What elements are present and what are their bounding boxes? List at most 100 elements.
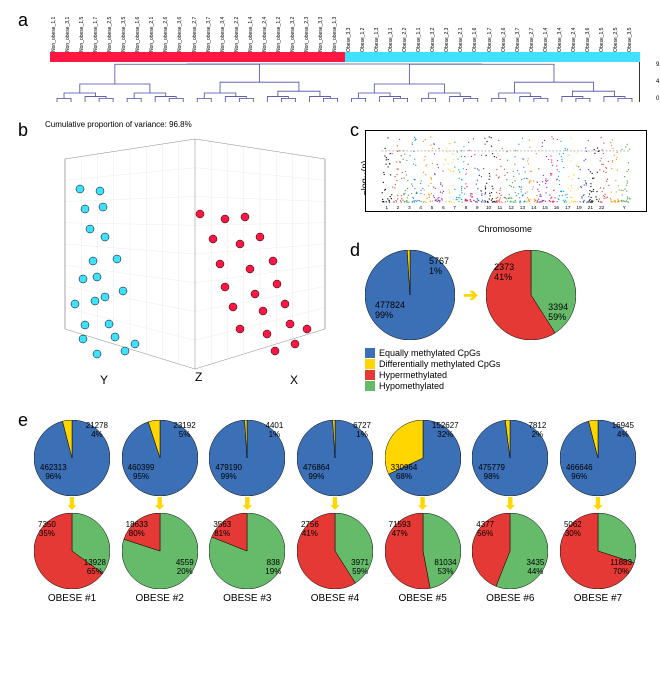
legend-item: Equally methylated CpGs xyxy=(365,348,645,358)
legend-d: Equally methylated CpGsDifferentially me… xyxy=(365,348,645,391)
scatter-3d: X Y Z xyxy=(45,129,345,389)
svg-text:9: 9 xyxy=(476,205,479,211)
svg-text:14: 14 xyxy=(531,205,537,211)
arrow-down-icon: ⬇ xyxy=(416,499,429,512)
sample-label: Non_obese_3,6 xyxy=(177,17,183,52)
sample-label: Obese_2,2 xyxy=(402,28,408,52)
sample-label: Non_obese_2,2 xyxy=(234,17,240,52)
arrow-down-icon: ⬇ xyxy=(328,499,341,512)
legend-text: Equally methylated CpGs xyxy=(379,348,481,358)
obese-label: OBESE #7 xyxy=(574,593,622,604)
svg-text:8: 8 xyxy=(465,205,468,211)
scale-mid: 4.883337 xyxy=(656,79,660,85)
sample-label: Obese_2,4 xyxy=(571,28,577,52)
obese-column: 231925%46039995%⬇1863380%455920%OBESE #2 xyxy=(118,420,202,604)
svg-text:3: 3 xyxy=(408,205,411,211)
dendrogram: 9.766674 4.883337 0 xyxy=(50,62,640,102)
svg-text:19: 19 xyxy=(576,205,582,211)
arrow-down-icon: ⬇ xyxy=(65,499,78,512)
pie-row-d: 57671%47782499% ➔ 237341%339459% xyxy=(365,250,645,340)
pie-hyper-hypo: 356381%83819% xyxy=(209,513,285,589)
obese-label: OBESE #6 xyxy=(486,593,534,604)
arrow-down-icon: ⬇ xyxy=(153,499,166,512)
svg-text:6: 6 xyxy=(442,205,445,211)
arrow-down-icon: ⬇ xyxy=(241,499,254,512)
manhattan-plot: 1234567891011121314151617192122Y xyxy=(365,130,647,212)
legend-swatch xyxy=(365,348,375,358)
obese-column: 78122%47577998%⬇437756%343544%OBESE #6 xyxy=(468,420,552,604)
obese-label: OBESE #5 xyxy=(398,593,446,604)
legend-text: Hypermethylated xyxy=(379,370,447,380)
panel-b-label: b xyxy=(18,120,28,141)
obese-label: OBESE #1 xyxy=(48,593,96,604)
svg-text:Y: Y xyxy=(100,373,108,387)
panel-d-label: d xyxy=(350,240,360,261)
pie-equal-diff: 67271%47686499% xyxy=(297,420,373,496)
sample-label: Obese_1,5 xyxy=(599,28,605,52)
sample-label: Non_obese_1,3 xyxy=(332,17,338,52)
svg-text:5: 5 xyxy=(431,205,434,211)
sample-label: Non_obese_3,3 xyxy=(318,17,324,52)
sample-label: Non_obese_3,7 xyxy=(206,17,212,52)
sample-label: Obese_2,1 xyxy=(458,28,464,52)
sample-label: Non_obese_2,7 xyxy=(192,17,198,52)
pie-d2: 237341%339459% xyxy=(486,250,576,340)
svg-text:17: 17 xyxy=(565,205,571,211)
sample-label: Obese_3,4 xyxy=(557,28,563,52)
scale-bot: 0 xyxy=(656,96,659,102)
svg-text:1: 1 xyxy=(385,205,388,211)
sample-label: Obese_3,2 xyxy=(430,28,436,52)
svg-text:4: 4 xyxy=(419,205,422,211)
pie-equal-diff: 78122%47577998% xyxy=(472,420,548,496)
panel-e-label: e xyxy=(18,410,28,431)
svg-text:21: 21 xyxy=(588,205,594,211)
obese-column: 67271%47686499%⬇275641%397159%OBESE #4 xyxy=(293,420,377,604)
sample-label: Obese_3,6 xyxy=(585,28,591,52)
panel-b: Cumulative proportion of variance: 96.8%… xyxy=(45,120,345,400)
sample-label: Obese_1,3 xyxy=(374,28,380,52)
sample-label: Non_obese_2,1 xyxy=(149,17,155,52)
pie-hyper-hypo: 1863380%455920% xyxy=(122,513,198,589)
figure-root: a Non_obese_1,1Non_obese_3,1Non_obese_1,… xyxy=(10,10,650,663)
svg-text:16: 16 xyxy=(554,205,560,211)
sample-label: Non_obese_3,1 xyxy=(65,17,71,52)
scale-top: 9.766674 xyxy=(656,62,660,68)
dendro-scale: 9.766674 4.883337 0 xyxy=(656,62,660,102)
pie-grid: 212784%46231396%⬇735035%1392865%OBESE #1… xyxy=(30,420,640,604)
sample-label: Non_obese_2,3 xyxy=(304,17,310,52)
sample-label: Obese_2,6 xyxy=(501,28,507,52)
sample-label: Obese_1,6 xyxy=(472,28,478,52)
legend-text: Differentially methylated CpGs xyxy=(379,359,500,369)
group-bars xyxy=(50,52,640,62)
svg-text:10: 10 xyxy=(486,205,492,211)
sample-label: Obese_3,5 xyxy=(627,28,633,52)
panel-e: 212784%46231396%⬇735035%1392865%OBESE #1… xyxy=(30,420,640,604)
legend-swatch xyxy=(365,381,375,391)
obese-column: 44011%47919099%⬇356381%83819%OBESE #3 xyxy=(205,420,289,604)
sample-label: Non_obese_1,6 xyxy=(135,17,141,52)
svg-text:Z: Z xyxy=(195,370,202,384)
sample-label: Obese_1,2 xyxy=(360,28,366,52)
sample-label: Obese_1,7 xyxy=(487,28,493,52)
sample-label: Non_obese_2,5 xyxy=(107,17,113,52)
obese-column: 15262732%33096468%⬇7159347%8103453%OBESE… xyxy=(381,420,465,604)
panel-d: 57671%47782499% ➔ 237341%339459% Equally… xyxy=(365,250,645,400)
sample-label: Obese_1,1 xyxy=(416,28,422,52)
legend-item: Hypermethylated xyxy=(365,370,645,380)
sample-label: Obese_2,7 xyxy=(529,28,535,52)
arrow-icon: ➔ xyxy=(463,285,478,306)
pie-equal-diff: 231925%46039995% xyxy=(122,420,198,496)
pie-hyper-hypo: 437756%343544% xyxy=(472,513,548,589)
panel-a-label: a xyxy=(18,10,28,31)
non-obese-bar xyxy=(50,52,345,62)
svg-text:X: X xyxy=(290,373,298,387)
pie-equal-diff: 169454%46664696% xyxy=(560,420,636,496)
svg-text:22: 22 xyxy=(599,205,605,211)
sample-labels: Non_obese_1,1Non_obese_3,1Non_obese_1,5N… xyxy=(50,10,640,52)
obese-column: 169454%46664696%⬇506230%1188370%OBESE #7 xyxy=(556,420,640,604)
pie-hyper-hypo: 735035%1392865% xyxy=(34,513,110,589)
variance-caption: Cumulative proportion of variance: 96.8% xyxy=(45,120,345,129)
panel-c-label: c xyxy=(350,120,359,141)
panel-a: Non_obese_1,1Non_obese_3,1Non_obese_1,5N… xyxy=(50,10,640,110)
sample-label: Non_obese_3,4 xyxy=(220,17,226,52)
